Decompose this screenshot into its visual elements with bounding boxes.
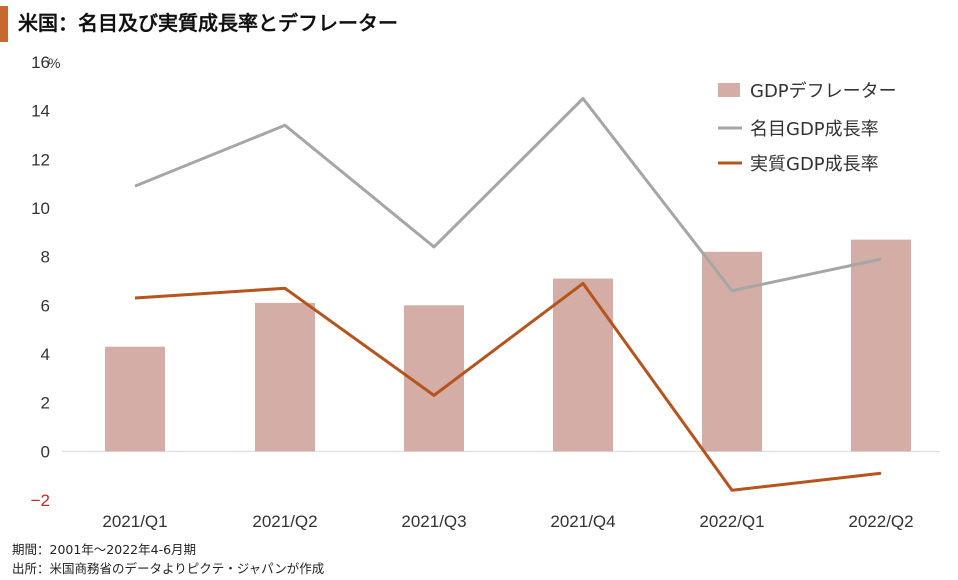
bar-gdp-deflator bbox=[553, 278, 613, 452]
bar-gdp-deflator bbox=[702, 251, 762, 452]
bar-gdp-deflator bbox=[404, 305, 464, 452]
y-tick-label: 12 bbox=[31, 150, 50, 169]
x-tick-label: 2021/Q4 bbox=[550, 512, 615, 531]
y-tick-label: −2 bbox=[31, 491, 50, 510]
footnote-period: 期間：2001年～2022年4-6月期 bbox=[12, 542, 197, 557]
y-tick-label: 14 bbox=[31, 102, 50, 121]
bar-gdp-deflator bbox=[851, 239, 911, 452]
footnote-source: 出所：米国商務省のデータよりピクテ・ジャパンが作成 bbox=[12, 561, 325, 576]
x-tick-label: 2021/Q1 bbox=[102, 512, 167, 531]
x-tick-label: 2021/Q3 bbox=[401, 512, 466, 531]
legend-swatch-bar bbox=[718, 83, 740, 97]
y-tick-label: 4 bbox=[41, 345, 50, 364]
y-tick-label: 2 bbox=[41, 394, 50, 413]
y-unit-label: % bbox=[48, 55, 60, 71]
legend-label: 実質GDP成長率 bbox=[750, 154, 879, 175]
y-tick-label: 16 bbox=[31, 53, 50, 72]
line-series-nominal-gdp bbox=[134, 97, 882, 293]
bar-gdp-deflator bbox=[105, 346, 165, 452]
line-series-real-gdp bbox=[134, 281, 882, 492]
legend-label: GDPデフレーター bbox=[750, 81, 897, 102]
x-tick-label: 2022/Q2 bbox=[848, 512, 913, 531]
y-tick-label: 10 bbox=[31, 199, 50, 218]
x-tick-label: 2021/Q2 bbox=[252, 512, 317, 531]
y-tick-label: 6 bbox=[41, 296, 50, 315]
y-tick-label: 8 bbox=[41, 248, 50, 267]
bar-gdp-deflator bbox=[255, 302, 315, 452]
legend-label: 名目GDP成長率 bbox=[750, 119, 879, 140]
x-tick-label: 2022/Q1 bbox=[699, 512, 764, 531]
title-accent-bar bbox=[0, 6, 8, 42]
chart-title: 米国：名目及び実質成長率とデフレーター bbox=[18, 11, 398, 35]
y-tick-label: 0 bbox=[41, 442, 50, 461]
